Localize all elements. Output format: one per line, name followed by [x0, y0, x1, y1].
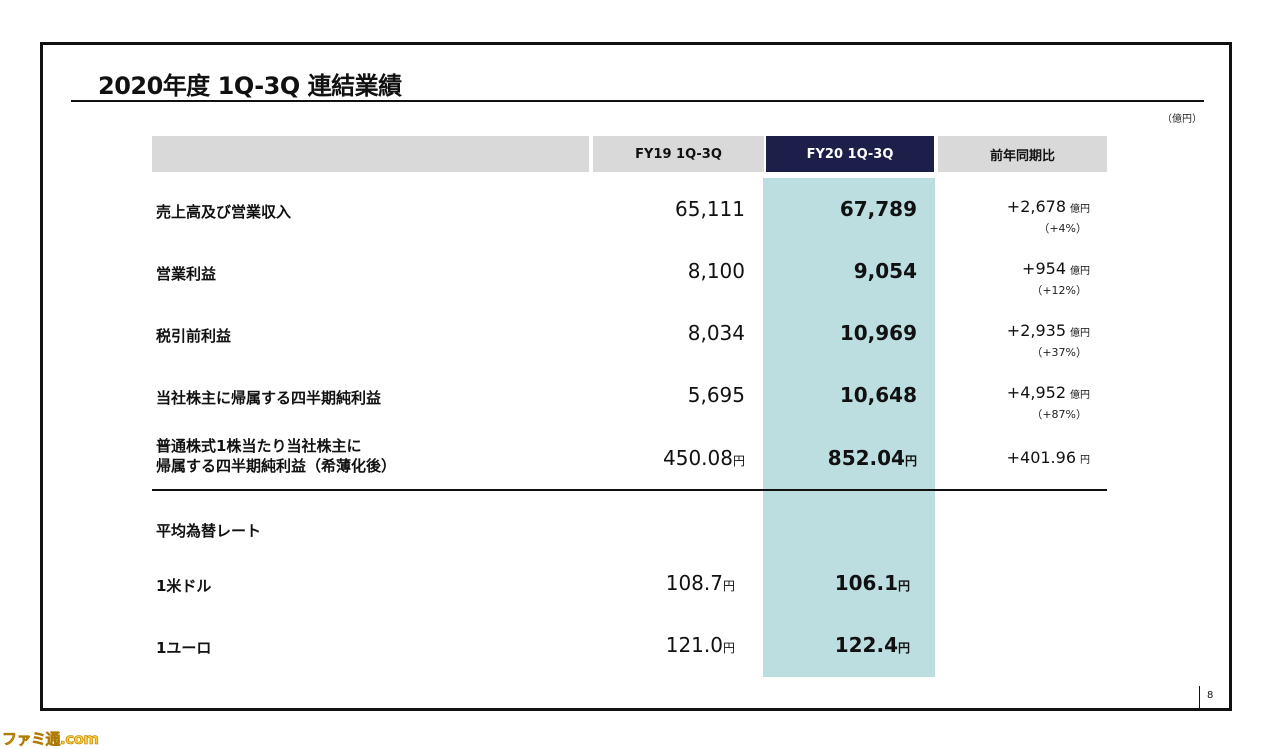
fy20-highlight-column — [763, 178, 935, 677]
table-row: 営業利益 8,100 9,054 +954 億円 （+12%） — [43, 257, 1235, 297]
eps-yoy-change: +401.96 円 — [1006, 448, 1090, 467]
row-label: 売上高及び営業収入 — [156, 203, 292, 221]
fy19-value: 5,695 — [687, 383, 745, 407]
yoy-change: +4,952 億円 — [1006, 383, 1090, 402]
yoy-percent: （+12%） — [1031, 284, 1087, 297]
yoy-change: +954 億円 — [1022, 259, 1090, 278]
fx-fy19-value: 108.7円 — [665, 571, 735, 595]
row-label: 営業利益 — [156, 265, 217, 283]
header-fy19: FY19 1Q-3Q — [593, 136, 764, 172]
fy20-value: 10,969 — [839, 321, 917, 345]
fy19-value: 65,111 — [675, 197, 745, 221]
eps-row: 普通株式1株当たり当社株主に 帰属する四半期純利益（希薄化後） 450.08円 … — [43, 436, 1235, 482]
fx-row: 1米ドル 108.7円 106.1円 — [43, 569, 1235, 609]
row-label: 当社株主に帰属する四半期純利益 — [156, 389, 382, 407]
eps-fy20-value: 852.04円 — [827, 446, 917, 470]
header-yoy: 前年同期比 — [938, 136, 1107, 172]
yoy-change: +2,678 億円 — [1006, 197, 1090, 216]
fy20-value: 9,054 — [853, 259, 917, 283]
header-fy20: FY20 1Q-3Q — [766, 136, 934, 172]
fx-row: 1ユーロ 121.0円 122.4円 — [43, 631, 1235, 671]
fy20-value: 10,648 — [839, 383, 917, 407]
fx-fy20-value: 122.4円 — [834, 633, 910, 657]
fx-heading: 平均為替レート — [156, 522, 262, 540]
yoy-percent: （+4%） — [1038, 222, 1087, 235]
page-number-divider — [1199, 686, 1200, 710]
fx-fy20-value: 106.1円 — [834, 571, 910, 595]
slide: 2020年度 1Q-3Q 連結業績 （億円） FY19 1Q-3Q FY20 1… — [40, 42, 1232, 711]
fy19-value: 8,100 — [687, 259, 745, 283]
title-underline — [71, 100, 1204, 102]
unit-note: （億円） — [1162, 114, 1202, 125]
header-blank-cell — [152, 136, 589, 172]
page-number: 8 — [1207, 690, 1214, 701]
fy19-value: 8,034 — [687, 321, 745, 345]
watermark-logo: ファミ通.com — [2, 730, 100, 749]
page-title: 2020年度 1Q-3Q 連結業績 — [98, 72, 402, 100]
fx-label: 1米ドル — [156, 577, 212, 595]
fy20-value: 67,789 — [839, 197, 917, 221]
table-row: 当社株主に帰属する四半期純利益 5,695 10,648 +4,952 億円 （+… — [43, 381, 1235, 421]
row-label: 税引前利益 — [156, 327, 232, 345]
yoy-percent: （+87%） — [1031, 408, 1087, 421]
eps-fy19-value: 450.08円 — [663, 446, 745, 470]
table-row: 税引前利益 8,034 10,969 +2,935 億円 （+37%） — [43, 319, 1235, 359]
section-divider — [152, 489, 1107, 491]
fx-label: 1ユーロ — [156, 639, 212, 657]
eps-label: 普通株式1株当たり当社株主に 帰属する四半期純利益（希薄化後） — [156, 437, 397, 475]
fx-fy19-value: 121.0円 — [665, 633, 735, 657]
yoy-change: +2,935 億円 — [1006, 321, 1090, 340]
yoy-percent: （+37%） — [1031, 346, 1087, 359]
table-row: 売上高及び営業収入 65,111 67,789 +2,678 億円 （+4%） — [43, 195, 1235, 235]
